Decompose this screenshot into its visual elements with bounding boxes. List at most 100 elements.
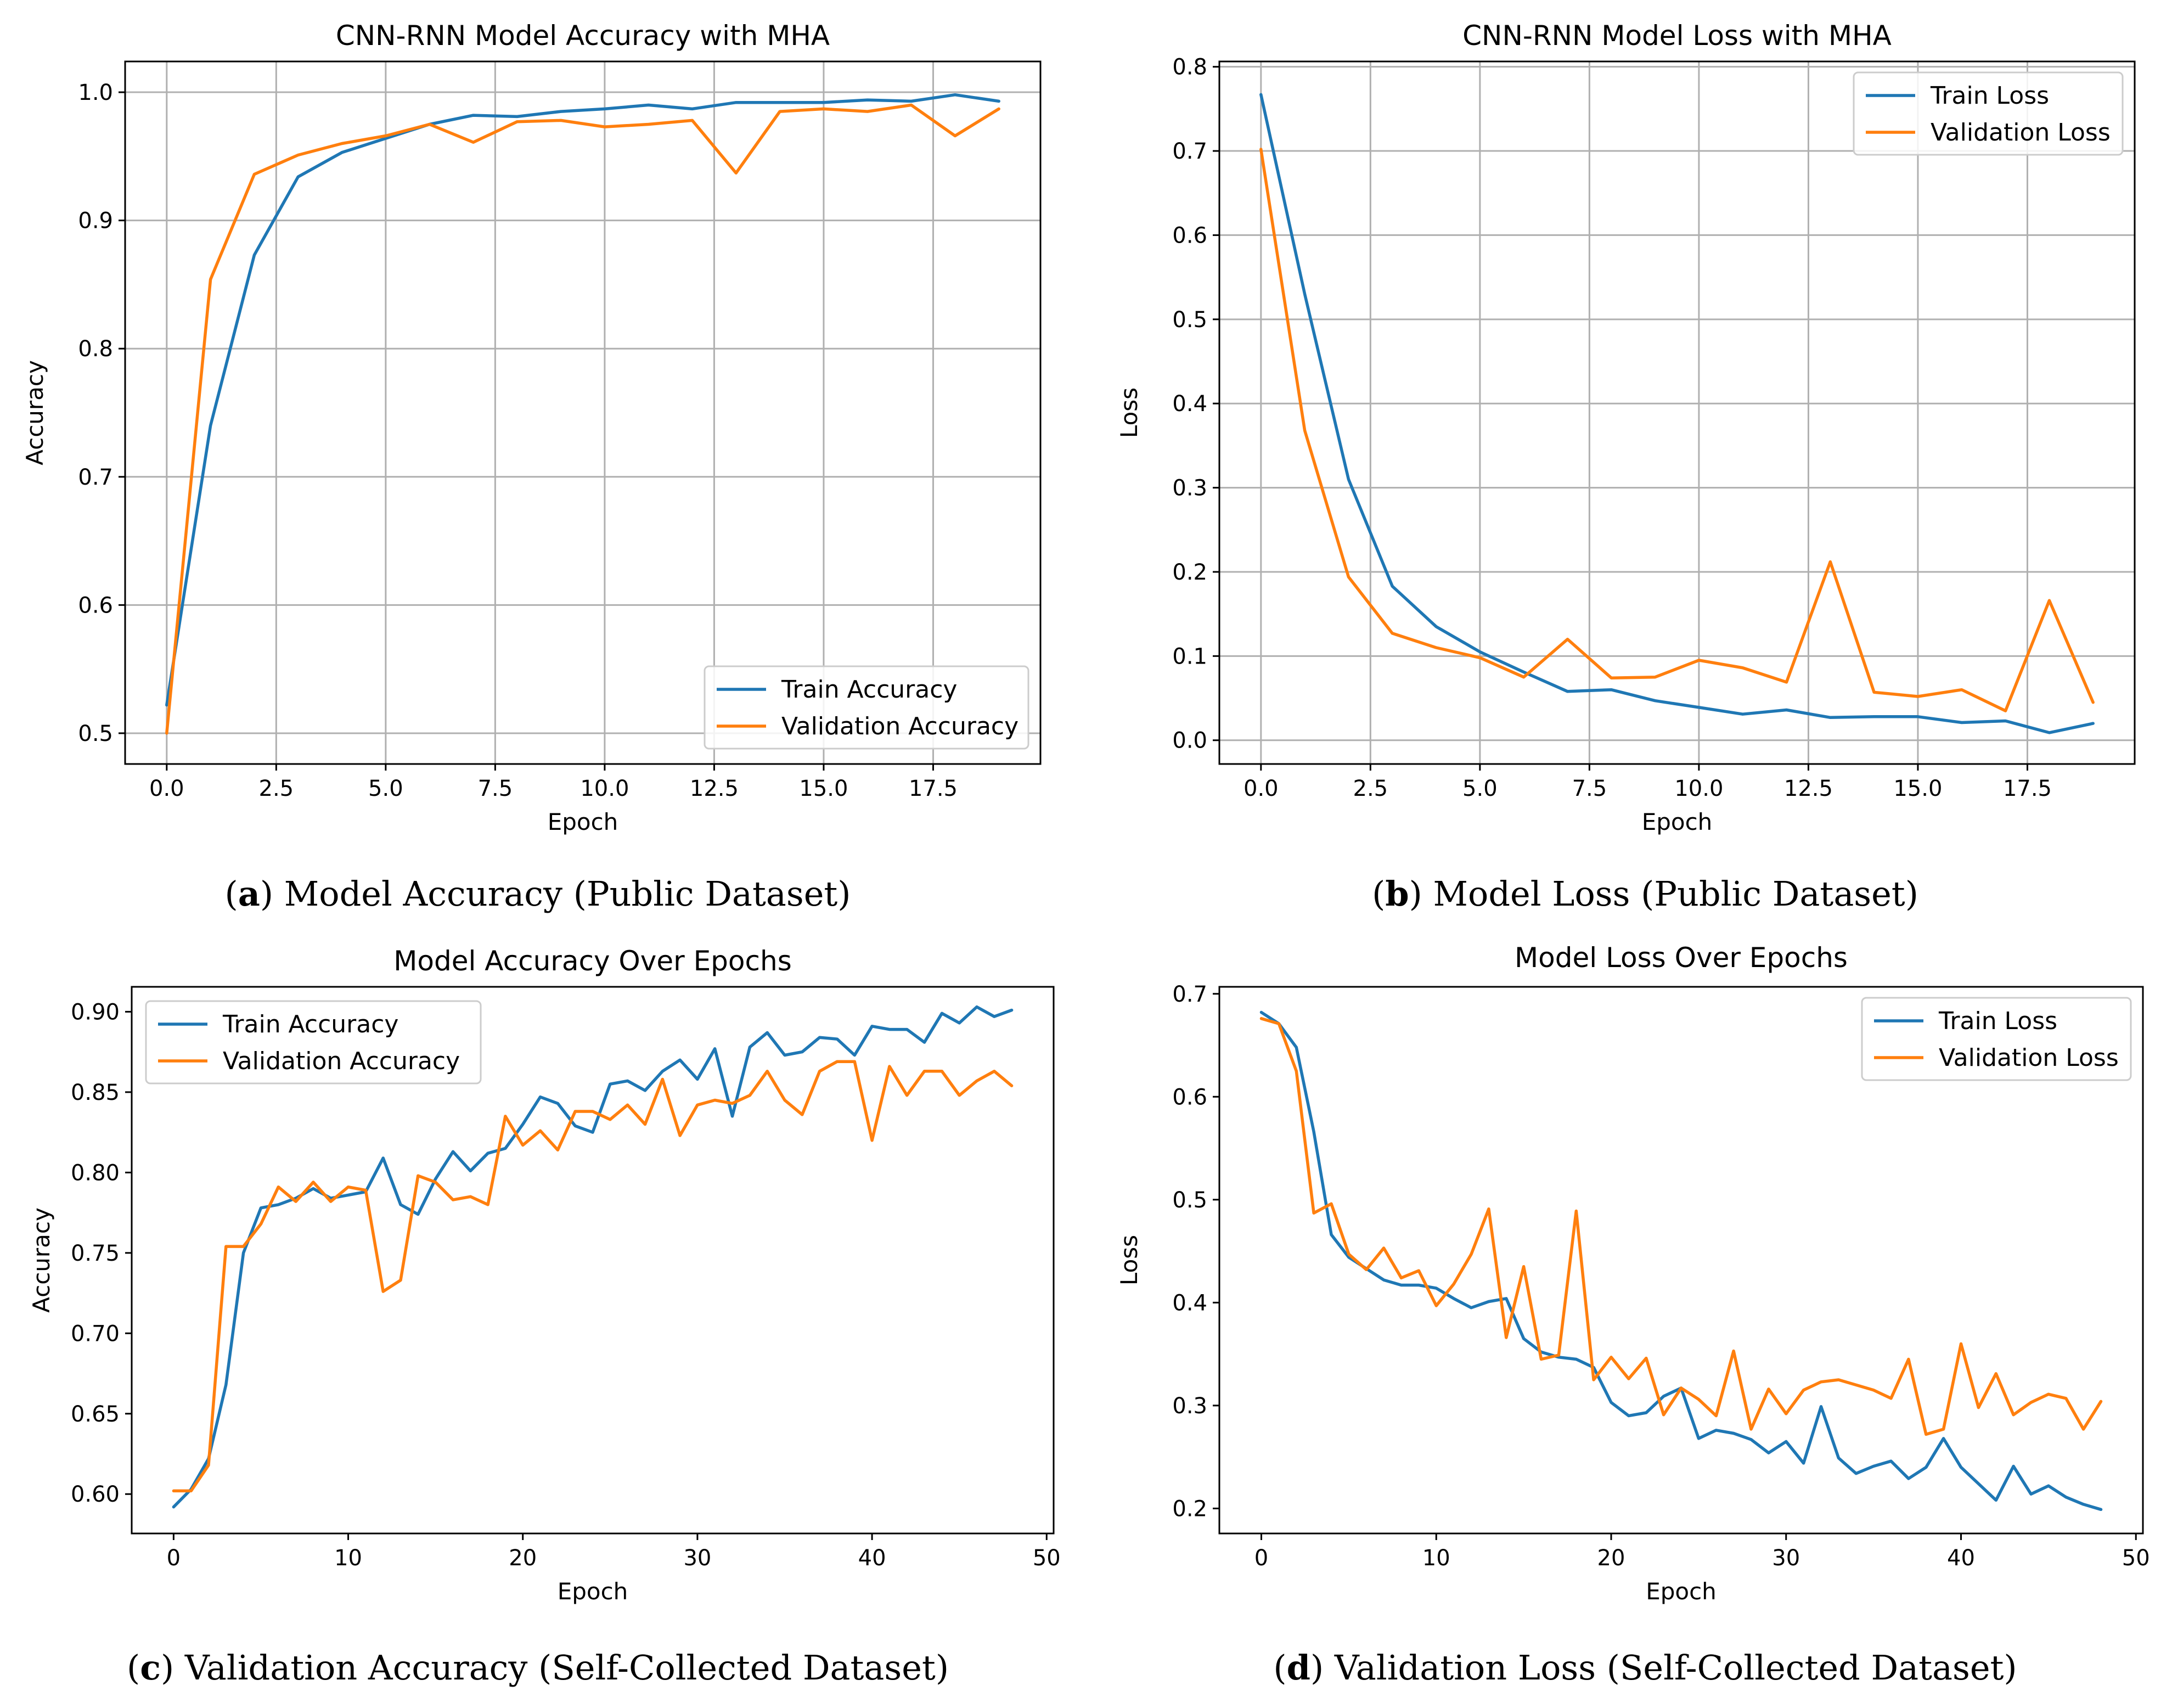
subfigure-caption: (b) Model Loss (Public Dataset)	[1372, 874, 1918, 914]
y-tick-label: 0.2	[1172, 560, 1207, 585]
chart-title: CNN-RNN Model Accuracy with MHA	[336, 20, 830, 52]
y-tick-label: 0.7	[78, 465, 113, 490]
x-tick-label: 15.0	[1893, 776, 1942, 801]
x-tick-label: 7.5	[1572, 776, 1607, 801]
legend-label: Train Accuracy	[222, 1010, 398, 1038]
y-tick-label: 0.3	[1172, 1394, 1207, 1419]
caption-text: ) Model Accuracy (Public Dataset)	[260, 874, 851, 914]
chart-panel-1: 0.0 2.5 5.0 7.5 10.0 12.5 15.0 17.5 0.5 0.6 0.7 0.8…	[21, 20, 1042, 914]
chart-title: CNN-RNN Model Loss with MHA	[1462, 20, 1892, 52]
plot-frame	[1218, 986, 2144, 1535]
legend: Train Accuracy Validation Accuracy	[704, 665, 1029, 750]
chart-panel-2: 0.0 2.5 5.0 7.5 10.0 12.5 15.0 17.5 0.0 0.1 0.2 0.3…	[1116, 20, 2136, 914]
subfigure-caption: (c) Validation Accuracy (Self-Collected …	[127, 1648, 949, 1688]
x-tick-label: 50	[1033, 1546, 1061, 1571]
chart-panel-3: 0 10 20 30 40 50 0.60 0.65 0.70 0.75 0.80 0.85 0.90 M…	[28, 945, 1061, 1688]
series-line-train	[165, 93, 1000, 707]
caption-text: ) Validation Accuracy (Self-Collected Da…	[161, 1648, 949, 1688]
x-tick-label: 40	[1947, 1546, 1975, 1571]
legend: Train Loss Validation Loss	[1853, 71, 2124, 156]
caption-open-paren: (	[224, 874, 238, 914]
y-tick-label: 0.2	[1172, 1496, 1207, 1521]
y-tick-label: 0.8	[78, 336, 113, 362]
x-tick-label: 5.0	[368, 776, 403, 801]
y-tick-label: 0.4	[1172, 1290, 1207, 1316]
chart-title: Model Loss Over Epochs	[1515, 942, 1848, 974]
caption-label: c	[140, 1648, 161, 1688]
x-tick-label: 2.5	[1353, 776, 1388, 801]
series-line-train	[1259, 93, 2095, 734]
x-tick-label: 0.0	[149, 776, 184, 801]
x-tick-label: 40	[858, 1546, 886, 1571]
x-tick-label: 20	[509, 1546, 537, 1571]
legend-label: Train Loss	[1938, 1007, 2057, 1035]
y-axis-label: Loss	[1116, 387, 1143, 438]
x-tick-label: 2.5	[259, 776, 294, 801]
x-tick-label: 5.0	[1462, 776, 1498, 801]
x-tick-label: 7.5	[478, 776, 513, 801]
legend-label: Train Loss	[1930, 82, 2049, 110]
legend-label: Validation Loss	[1931, 119, 2111, 147]
series-line-train	[172, 1005, 1014, 1509]
legend-box	[1861, 997, 2132, 1081]
y-tick-label: 0.5	[78, 721, 113, 746]
caption-open-paren: (	[1273, 1648, 1286, 1688]
legend-box	[1853, 71, 2124, 156]
x-tick-label: 50	[2122, 1546, 2150, 1571]
subfigure-caption: (d) Validation Loss (Self-Collected Data…	[1273, 1648, 2017, 1688]
legend: Train Accuracy Validation Accuracy	[145, 1000, 482, 1085]
y-tick-label: 0.9	[78, 209, 113, 234]
caption-text: ) Validation Loss (Self-Collected Datase…	[1310, 1648, 2017, 1688]
caption-open-paren: (	[1372, 874, 1385, 914]
x-tick-label: 15.0	[799, 776, 848, 801]
x-tick-label: 0	[1254, 1546, 1268, 1571]
plot-frame	[1218, 60, 2136, 765]
x-tick-label: 10.0	[1674, 776, 1723, 801]
caption-text: ) Model Loss (Public Dataset)	[1409, 874, 1918, 914]
y-tick-label: 0.7	[1172, 982, 1207, 1007]
y-tick-label: 0.65	[71, 1402, 120, 1427]
series-line-validation	[172, 1060, 1014, 1493]
y-tick-label: 0.6	[1172, 223, 1207, 248]
caption-label: a	[238, 874, 260, 914]
plot-frame	[124, 60, 1042, 765]
y-tick-label: 0.75	[71, 1241, 120, 1266]
x-tick-label: 0.0	[1243, 776, 1279, 801]
y-tick-label: 1.0	[78, 80, 113, 105]
x-tick-label: 10	[334, 1546, 362, 1571]
x-tick-label: 12.5	[690, 776, 739, 801]
y-tick-label: 0.80	[71, 1160, 120, 1186]
series-line-validation	[1259, 1017, 2103, 1436]
y-tick-label: 0.85	[71, 1080, 120, 1105]
y-tick-label: 0.3	[1172, 476, 1207, 501]
series-line-validation	[165, 103, 1000, 735]
x-tick-label: 17.5	[2003, 776, 2052, 801]
series-line-validation	[1259, 148, 2095, 712]
y-tick-label: 0.1	[1172, 644, 1207, 669]
subfigure-caption: (a) Model Accuracy (Public Dataset)	[224, 874, 851, 914]
x-tick-label: 17.5	[909, 776, 958, 801]
legend-box	[704, 665, 1029, 750]
x-axis-label: Epoch	[548, 808, 618, 835]
y-axis-label: Accuracy	[28, 1207, 55, 1313]
legend: Train Loss Validation Loss	[1861, 997, 2132, 1081]
legend-label: Validation Loss	[1939, 1044, 2119, 1072]
x-tick-label: 10	[1422, 1546, 1450, 1571]
y-tick-label: 0.8	[1172, 55, 1207, 80]
x-axis-label: Epoch	[558, 1578, 628, 1605]
y-tick-label: 0.70	[71, 1321, 120, 1346]
x-tick-label: 10.0	[580, 776, 629, 801]
chart-title: Model Accuracy Over Epochs	[393, 945, 792, 977]
y-tick-label: 0.5	[1172, 307, 1207, 333]
caption-label: d	[1287, 1648, 1310, 1688]
y-tick-label: 0.4	[1172, 391, 1207, 417]
y-tick-label: 0.0	[1172, 728, 1207, 754]
x-tick-label: 12.5	[1784, 776, 1833, 801]
chart-panel-4: 0 10 20 30 40 50 0.2 0.3 0.4 0.5 0.6 0.7 Model Loss …	[1116, 942, 2150, 1688]
x-axis-label: Epoch	[1642, 808, 1713, 835]
legend-box	[145, 1000, 482, 1085]
caption-label: b	[1385, 874, 1409, 914]
caption-open-paren: (	[127, 1648, 140, 1688]
x-axis-label: Epoch	[1646, 1578, 1717, 1605]
